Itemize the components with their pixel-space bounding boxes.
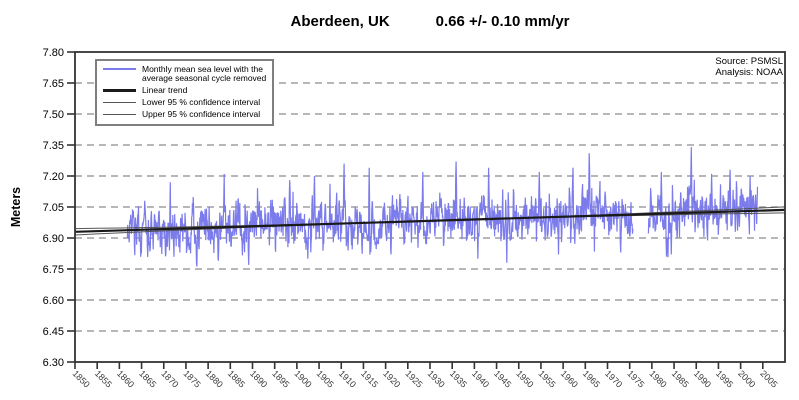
x-tick-label: 1915 bbox=[359, 368, 380, 389]
x-tick-label: 1995 bbox=[714, 368, 735, 389]
x-tick-label: 1975 bbox=[625, 368, 646, 389]
upper-ci-line-icon bbox=[103, 114, 136, 115]
x-tick-label: 1925 bbox=[403, 368, 424, 389]
x-tick-label: 1880 bbox=[204, 368, 225, 389]
legend-label-lower-ci: Lower 95 % confidence interval bbox=[142, 97, 261, 107]
y-tick-label: 7.35 bbox=[43, 140, 64, 152]
x-tick-label: 1940 bbox=[470, 368, 491, 389]
x-tick-label: 1960 bbox=[559, 368, 580, 389]
legend-item-upper-ci: Upper 95 % confidence interval bbox=[103, 110, 267, 119]
x-tick-label: 1930 bbox=[426, 368, 447, 389]
x-tick-label: 1990 bbox=[692, 368, 713, 389]
station-title: Aberdeen, UK bbox=[290, 13, 390, 30]
x-tick-label: 1910 bbox=[337, 368, 358, 389]
monthly-series-line bbox=[126, 153, 634, 267]
trend-rate-label: 0.66 +/- 0.10 mm/yr bbox=[435, 13, 570, 30]
x-tick-label: 2000 bbox=[736, 368, 757, 389]
legend-label-monthly: Monthly mean sea level with the average … bbox=[142, 64, 267, 83]
y-tick-label: 6.30 bbox=[43, 357, 64, 369]
y-tick-label: 6.90 bbox=[43, 233, 64, 245]
x-tick-label: 1865 bbox=[137, 368, 158, 389]
trend-line bbox=[74, 208, 786, 233]
y-tick-label: 7.80 bbox=[43, 47, 64, 59]
monthly-series-line bbox=[647, 147, 759, 258]
legend-label-trend: Linear trend bbox=[142, 85, 188, 95]
x-tick-label: 1855 bbox=[93, 368, 114, 389]
legend-box: Monthly mean sea level with the average … bbox=[95, 59, 274, 126]
x-tick-label: 1980 bbox=[647, 368, 668, 389]
y-tick-label: 6.75 bbox=[43, 264, 64, 276]
legend-item-trend: Linear trend bbox=[103, 86, 267, 95]
x-tick-label: 1935 bbox=[448, 368, 469, 389]
y-tick-label: 6.45 bbox=[43, 326, 64, 338]
y-tick-label: 6.60 bbox=[43, 295, 64, 307]
x-tick-label: 1850 bbox=[71, 368, 92, 389]
x-tick-label: 1965 bbox=[581, 368, 602, 389]
legend-item-monthly: Monthly mean sea level with the average … bbox=[103, 65, 267, 83]
x-tick-label: 1900 bbox=[292, 368, 313, 389]
x-tick-label: 1905 bbox=[315, 368, 336, 389]
y-tick-label: 7.05 bbox=[43, 202, 64, 214]
legend-item-lower-ci: Lower 95 % confidence interval bbox=[103, 98, 267, 107]
monthly-series-line-icon bbox=[103, 68, 136, 70]
x-tick-label: 1885 bbox=[226, 368, 247, 389]
x-tick-label: 1985 bbox=[670, 368, 691, 389]
x-tick-label: 1970 bbox=[603, 368, 624, 389]
x-tick-label: 1895 bbox=[270, 368, 291, 389]
analysis-line: Analysis: NOAA bbox=[715, 67, 783, 78]
x-tick-label: 1955 bbox=[537, 368, 558, 389]
x-tick-label: 1950 bbox=[514, 368, 535, 389]
x-tick-label: 1890 bbox=[248, 368, 269, 389]
x-tick-label: 1920 bbox=[381, 368, 402, 389]
source-annotation: Source: PSMSL Analysis: NOAA bbox=[715, 56, 783, 78]
source-line: Source: PSMSL bbox=[715, 56, 783, 67]
legend-label-upper-ci: Upper 95 % confidence interval bbox=[142, 109, 261, 119]
x-tick-label: 1875 bbox=[182, 368, 203, 389]
trend-line-icon bbox=[103, 88, 136, 92]
x-tick-label: 1860 bbox=[115, 368, 136, 389]
y-tick-label: 7.50 bbox=[43, 109, 64, 121]
lower-ci-line-icon bbox=[103, 102, 136, 103]
y-tick-label: 7.65 bbox=[43, 78, 64, 90]
x-tick-label: 1945 bbox=[492, 368, 513, 389]
y-tick-label: 7.20 bbox=[43, 171, 64, 183]
chart-title-row: Aberdeen, UK 0.66 +/- 0.10 mm/yr bbox=[75, 13, 785, 30]
x-tick-label: 2005 bbox=[758, 368, 779, 389]
x-tick-label: 1870 bbox=[159, 368, 180, 389]
